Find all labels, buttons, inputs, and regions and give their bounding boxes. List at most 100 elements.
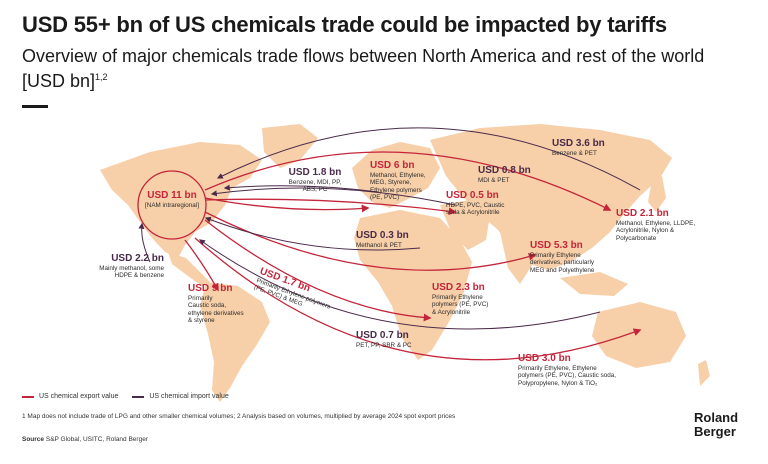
oceania-import-value: USD 0.7 bn xyxy=(356,330,409,341)
flow-europe-import xyxy=(223,184,379,193)
label-europe-export: USD 6 bn Methanol, Ethylene, MEG, Styren… xyxy=(370,160,450,202)
roland-berger-logo: Roland Berger xyxy=(694,411,738,439)
sea-export-desc-3: MEG and Polyethylene xyxy=(530,266,595,274)
flow-oceania-export xyxy=(194,237,642,361)
oceania-export-desc-3: Polypropylene, Nylon & TiO₂ xyxy=(518,379,598,387)
flow-oceania-import xyxy=(199,239,601,330)
logo-line-2: Berger xyxy=(694,424,736,439)
africa-import-value: USD 0.3 bn xyxy=(356,230,409,241)
nam-desc: [NAM intraregional] xyxy=(145,202,199,209)
asia-export-value: USD 2.1 bn xyxy=(616,208,669,219)
africa-export-desc-2: polymers (PE, PVC) xyxy=(432,301,489,309)
mex-import-value: USD 2.2 bn xyxy=(111,253,164,264)
label-africa-import: USD 0.3 bn Methanol & PET xyxy=(356,230,426,249)
label-oceania-import: USD 0.7 bn PET, PP, SBR & PC xyxy=(356,330,446,349)
legend: US chemical export value US chemical imp… xyxy=(22,393,243,400)
europe-export-desc-2: MEG, Styrene, xyxy=(370,179,412,187)
flow-mideast-export xyxy=(204,198,457,216)
label-mex-import: USD 2.2 bn Mainly methanol, some HDPE & … xyxy=(74,253,164,280)
europe-export-value: USD 6 bn xyxy=(370,160,415,171)
latam-export-desc-1: Primarily xyxy=(188,295,213,302)
europe-import-value: USD 1.8 bn xyxy=(288,167,342,178)
mideast-import-desc: MDI & PET xyxy=(478,177,510,184)
asia-export-desc-2: Acrylonitrile, Nylon & xyxy=(616,227,675,235)
europe-import-desc-2: ABS, PC xyxy=(302,186,328,194)
logo-line-1: Roland xyxy=(694,410,739,425)
mideast-import-value: USD 0.8 bn xyxy=(478,165,531,176)
sea-export-desc-1: Primarily Ethylene xyxy=(530,252,581,259)
footnote: 1 Map does not include trade of LPG and … xyxy=(22,413,456,420)
label-oceania-export: USD 3.0 bn Primarily Ethylene, Ethylene … xyxy=(518,353,648,387)
asia-export-desc-1: Methanol, Ethylene, LLDPE, xyxy=(616,220,696,227)
asia-export-desc-3: Polycarbonate xyxy=(616,234,657,242)
latam-export-desc-3: ethylene derivatives xyxy=(188,309,244,317)
label-nam: USD 11 bn [NAM intraregional] xyxy=(140,190,204,209)
mideast-export-value: USD 0.5 bn xyxy=(446,190,499,201)
africa-import-desc: Methanol & PET xyxy=(356,242,402,249)
europe-export-desc-3: Ethylene polymers xyxy=(370,186,422,194)
latam-export-value: USD 9 bn xyxy=(188,283,233,294)
legend-import: US chemical import value xyxy=(132,393,229,400)
source-text: S&P Global, USITC, Roland Berger xyxy=(45,436,148,443)
oceania-import-desc: PET, PP, SBR & PC xyxy=(356,342,412,349)
oceania-export-desc-2: polymers (PE, PVC), Caustic soda, xyxy=(518,372,616,380)
label-latam-export: USD 9 bn Primarily Caustic soda, ethylen… xyxy=(188,283,278,325)
title-rule xyxy=(22,105,48,108)
central-america-land xyxy=(168,252,210,286)
legend-export-swatch xyxy=(22,395,34,398)
label-asia-export: USD 2.1 bn Methanol, Ethylene, LLDPE, Ac… xyxy=(616,208,726,242)
mideast-export-desc-1: HDPE, PVC, Caustic xyxy=(446,202,505,209)
india-land xyxy=(500,232,534,284)
nam-intraregional-circle xyxy=(137,170,207,240)
europe-export-desc-1: Methanol, Ethylene, xyxy=(370,172,426,179)
flow-latam-export xyxy=(184,239,219,292)
flow-mex-import xyxy=(138,222,151,263)
label-asia-import: USD 3.6 bn Benzene & PET xyxy=(552,138,622,157)
mex-import-desc-1: Mainly methanol, some xyxy=(99,265,164,272)
africa-land xyxy=(354,210,472,360)
africa-export-value: USD 2.3 bn xyxy=(432,282,485,293)
mex-import-desc-2: HDPE & benzene xyxy=(114,272,164,280)
sea-islands-land xyxy=(560,272,628,296)
legend-export-label: US chemical export value xyxy=(39,393,119,400)
flow-europe-export xyxy=(204,197,370,213)
europe-import-desc-1: Benzene, MDI, PP, xyxy=(288,179,342,186)
europe-export-desc-4: (PE, PVC) xyxy=(370,194,400,202)
legend-import-label: US chemical import value xyxy=(149,393,229,400)
flow-africa-import xyxy=(204,216,421,251)
asia-import-desc: Benzene & PET xyxy=(552,150,597,157)
export-flows xyxy=(184,151,642,361)
flow-asia-export xyxy=(204,151,612,211)
source-line: Source S&P Global, USITC, Roland Berger xyxy=(22,436,148,443)
africa-export-desc-3: & Acrylonitrile xyxy=(432,308,471,316)
asia-land xyxy=(430,124,672,270)
legend-import-swatch xyxy=(132,395,145,398)
new-zealand-land xyxy=(698,360,710,386)
label-mideast-export: USD 0.5 bn HDPE, PVC, Caustic soda & Acr… xyxy=(446,190,536,217)
japan-land xyxy=(648,176,666,212)
legend-export: US chemical export value xyxy=(22,393,118,400)
nam-value: USD 11 bn xyxy=(147,190,197,201)
source-label: Source xyxy=(22,436,45,443)
import-flows xyxy=(138,127,641,330)
flow-asia-import xyxy=(216,127,641,191)
sea-export-value: USD 5.3 bn xyxy=(530,240,583,251)
latam-export-desc-4: & styrene xyxy=(188,317,215,325)
label-europe-import: USD 1.8 bn Benzene, MDI, PP, ABS, PC xyxy=(278,167,352,194)
page-title: USD 55+ bn of US chemicals trade could b… xyxy=(22,12,667,37)
subtitle-text: Overview of major chemicals trade flows … xyxy=(22,46,705,91)
mideast-export-desc-2: soda & Acrylonitrile xyxy=(446,209,500,217)
flow-mideast-import xyxy=(210,187,456,206)
asia-import-value: USD 3.6 bn xyxy=(552,138,605,149)
oceania-export-value: USD 3.0 bn xyxy=(518,353,571,364)
page-subtitle: Overview of major chemicals trade flows … xyxy=(22,44,752,94)
label-mideast-import: USD 0.8 bn MDI & PET xyxy=(478,165,548,184)
flow-africa-export xyxy=(204,219,432,322)
africa-export-desc-1: Primarily Ethylene xyxy=(432,294,483,301)
label-sea-export: USD 5.3 bn Primarily Ethylene derivative… xyxy=(530,240,630,274)
label-africa-export: USD 2.3 bn Primarily Ethylene polymers (… xyxy=(432,282,522,316)
oceania-export-desc-1: Primarily Ethylene, Ethylene xyxy=(518,365,597,372)
subtitle-footnote-marker: 1,2 xyxy=(95,72,108,82)
south-america-land xyxy=(200,282,270,402)
